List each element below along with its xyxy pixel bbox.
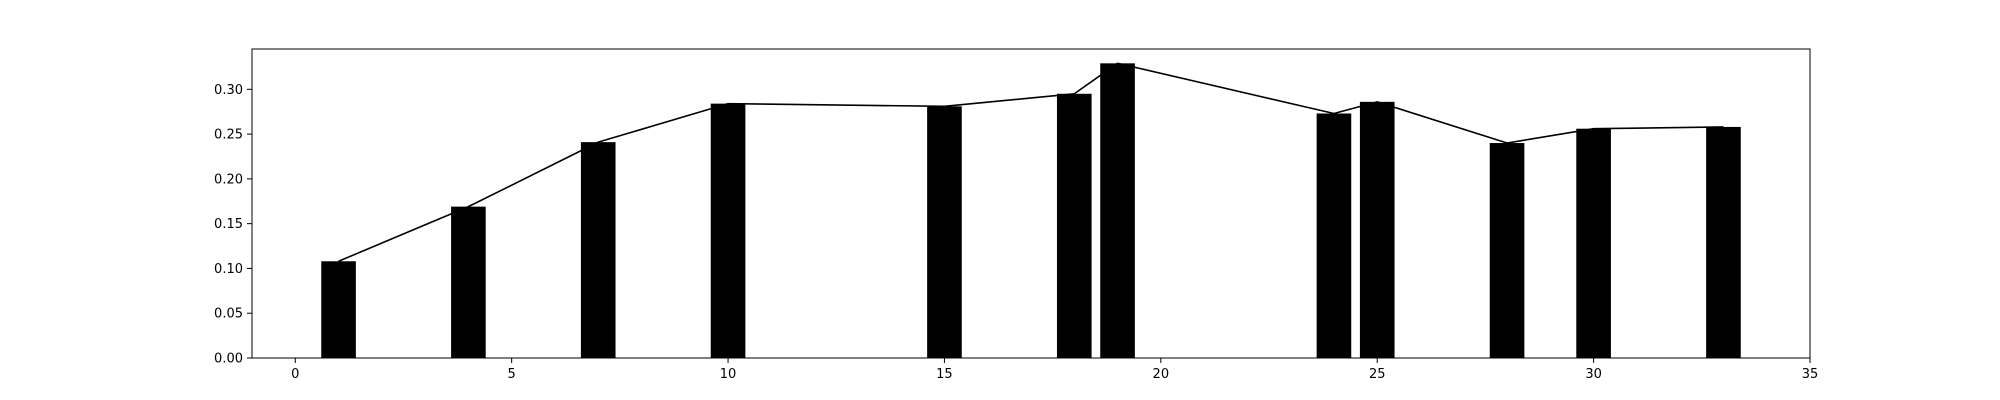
y-tick-label: 0.10 bbox=[214, 262, 243, 277]
bar bbox=[1316, 113, 1352, 358]
bar bbox=[1576, 128, 1611, 358]
series-line bbox=[338, 62, 1724, 263]
bars-layer bbox=[321, 63, 1741, 359]
bar bbox=[927, 106, 962, 358]
x-tick-label: 30 bbox=[1585, 367, 1602, 382]
x-tick-label: 0 bbox=[291, 367, 299, 382]
x-tick-label: 20 bbox=[1153, 367, 1170, 382]
bar bbox=[1489, 143, 1525, 358]
bar bbox=[1100, 63, 1135, 358]
y-tick-label: 0.30 bbox=[214, 83, 243, 98]
x-tick-label: 5 bbox=[508, 367, 516, 382]
y-tick-label: 0.00 bbox=[214, 352, 243, 367]
x-tick-label: 10 bbox=[720, 367, 737, 382]
bar bbox=[1706, 126, 1741, 358]
bar bbox=[1359, 101, 1395, 358]
x-tick-label: 35 bbox=[1802, 367, 1819, 382]
y-tick-label: 0.20 bbox=[214, 172, 243, 187]
bar bbox=[580, 142, 616, 358]
bar bbox=[451, 206, 486, 358]
bar bbox=[1056, 93, 1092, 359]
x-axis: 0 5 10 15 20 25 30 35 bbox=[291, 358, 1818, 382]
bar bbox=[321, 261, 356, 358]
bar bbox=[710, 103, 746, 358]
y-tick-label: 0.25 bbox=[214, 128, 243, 143]
x-tick-label: 25 bbox=[1369, 367, 1386, 382]
line-layer bbox=[338, 62, 1724, 263]
x-tick-label: 15 bbox=[936, 367, 953, 382]
y-axis: 0.00 0.05 0.10 0.15 0.20 0.25 0.30 bbox=[214, 83, 252, 367]
y-tick-label: 0.05 bbox=[214, 307, 243, 322]
plot-frame bbox=[251, 48, 1811, 359]
y-tick-label: 0.15 bbox=[214, 217, 243, 232]
